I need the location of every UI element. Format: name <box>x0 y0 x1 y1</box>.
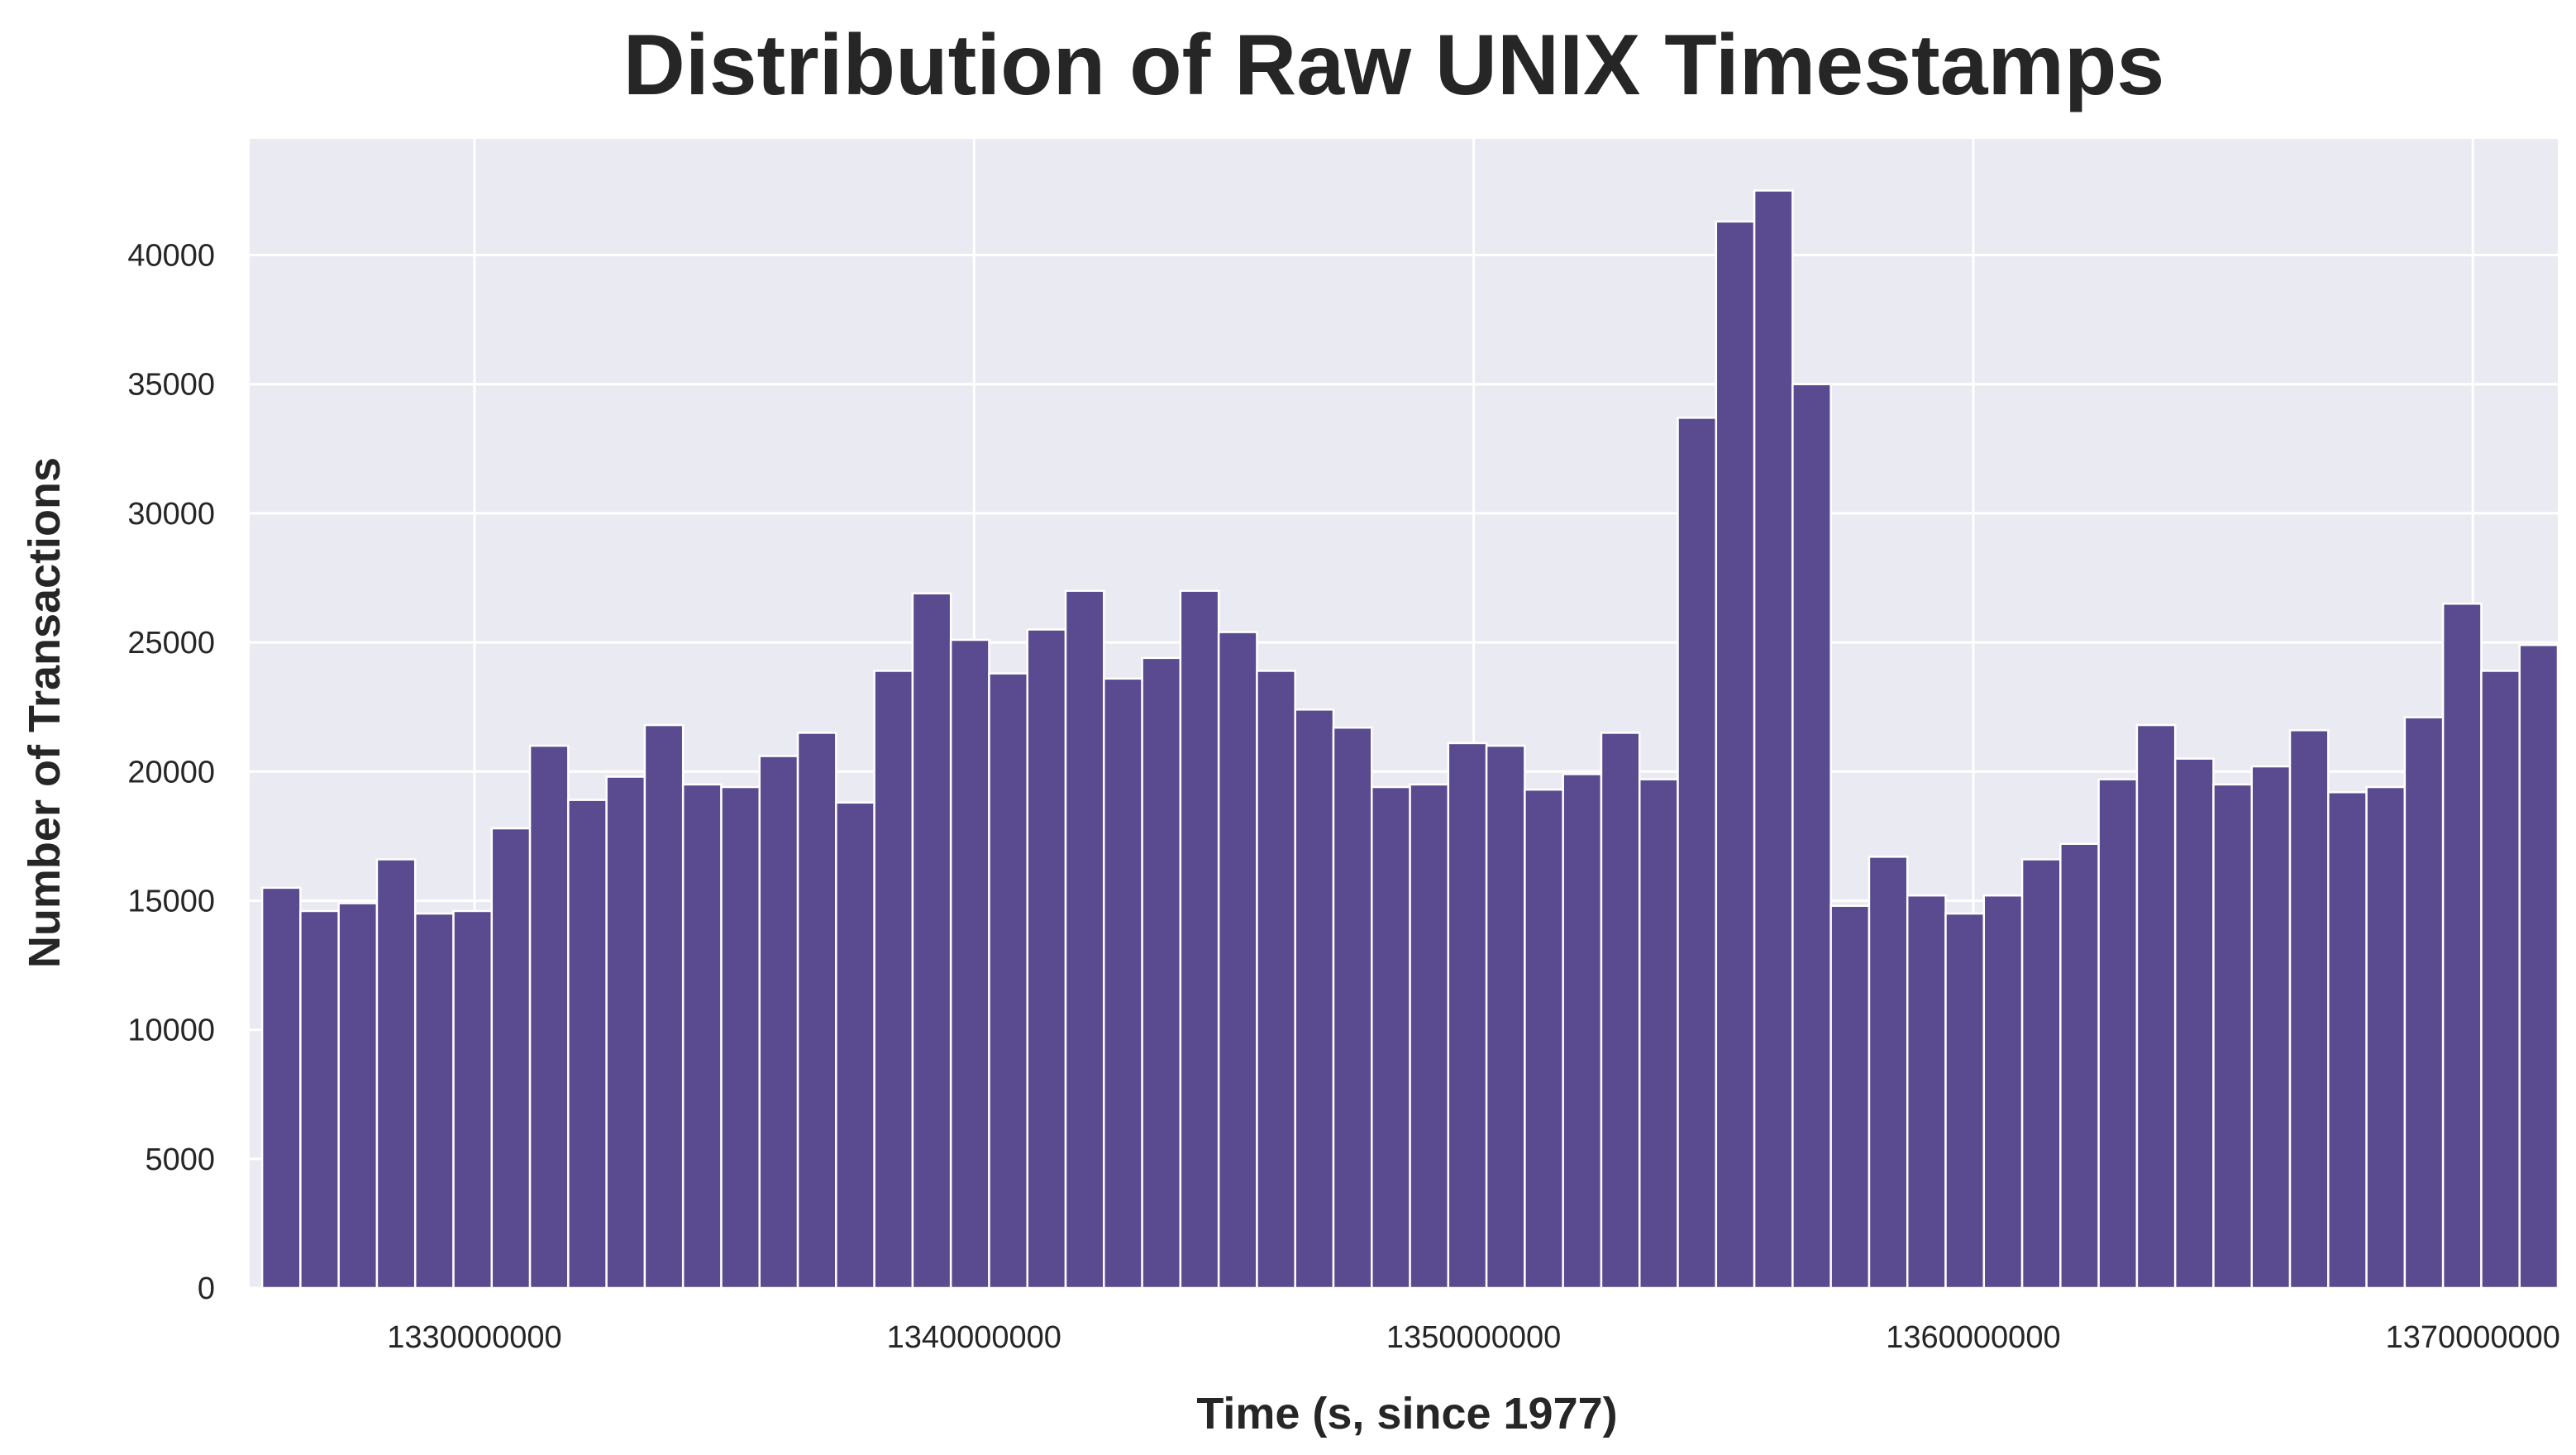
histogram-bar <box>2250 765 2292 1290</box>
x-tick-labels: 1330000000 1340000000 1350000000 1360000000… <box>387 1320 2560 1355</box>
histogram-bar <box>2441 602 2483 1290</box>
x-tick-label: 1330000000 <box>387 1320 561 1355</box>
histogram-bar <box>1562 773 1603 1290</box>
histogram-bar <box>375 858 417 1290</box>
histogram-bar <box>413 912 455 1290</box>
histogram-bar <box>260 886 302 1290</box>
histogram-bar <box>1294 708 1335 1290</box>
y-tick-label: 25000 <box>127 626 215 661</box>
y-tick-label: 5000 <box>145 1143 215 1177</box>
histogram-bar <box>452 909 494 1290</box>
histogram-bar <box>1638 778 1679 1290</box>
histogram-bar <box>2365 785 2407 1290</box>
histogram-bar <box>911 592 952 1290</box>
histogram-bar <box>720 785 761 1290</box>
histogram-bar <box>2173 757 2215 1290</box>
histogram-bar <box>949 638 990 1290</box>
histogram-bar <box>1217 631 1258 1290</box>
histogram-bar <box>1944 912 1986 1290</box>
histogram-bar <box>1371 785 1411 1290</box>
x-tick-label: 1360000000 <box>1886 1320 2060 1355</box>
histogram-bar <box>2288 729 2330 1290</box>
histogram-bar <box>1791 383 1832 1290</box>
histogram-bar <box>1409 783 1450 1290</box>
histogram-bar <box>1982 894 2024 1290</box>
histogram-bar <box>1715 220 1756 1290</box>
histogram-bar <box>1064 589 1105 1290</box>
histogram-bar <box>1906 894 1947 1290</box>
x-tick-label: 1350000000 <box>1386 1320 1561 1355</box>
y-tick-label: 10000 <box>127 1014 215 1048</box>
histogram-bar <box>299 909 340 1290</box>
histogram-bar <box>873 670 914 1290</box>
y-tick-label: 30000 <box>127 497 215 532</box>
histogram-bar <box>681 783 723 1290</box>
y-tick-label: 35000 <box>127 368 215 403</box>
histogram-bar <box>1829 904 1871 1290</box>
histogram-bar <box>2020 858 2062 1290</box>
histogram-bar <box>988 672 1028 1290</box>
histogram-bar <box>337 902 379 1290</box>
y-axis-label: Number of Transactions <box>20 457 69 968</box>
histogram-bar <box>528 744 570 1290</box>
x-axis-label: Time (s, since 1977) <box>1196 1389 1617 1438</box>
x-tick-label: 1340000000 <box>887 1320 1061 1355</box>
histogram-bar <box>1524 788 1564 1290</box>
histogram-bar <box>2480 670 2521 1290</box>
histogram-bar <box>1256 670 1296 1290</box>
bars <box>260 189 2559 1290</box>
histogram-bar <box>1447 742 1488 1290</box>
histogram-bar <box>2403 716 2445 1290</box>
histogram-bar <box>605 775 646 1290</box>
y-tick-label: 20000 <box>127 755 215 790</box>
histogram-bar <box>643 723 685 1290</box>
histogram-bar <box>2097 778 2139 1290</box>
histogram-bar <box>1485 744 1526 1290</box>
histogram-bar <box>2135 723 2177 1290</box>
y-tick-label: 40000 <box>127 239 215 274</box>
histogram-bar <box>1103 677 1143 1290</box>
histogram-bar <box>1332 726 1373 1290</box>
histogram-bar <box>758 755 799 1290</box>
histogram-bar <box>1026 628 1067 1290</box>
histogram-bar <box>1868 856 1909 1290</box>
histogram-bar <box>1600 732 1641 1290</box>
y-tick-label: 15000 <box>127 884 215 918</box>
y-tick-label: 0 <box>198 1271 215 1306</box>
histogram-bar <box>2059 842 2100 1290</box>
chart-title: Distribution of Raw UNIX Timestamps <box>623 17 2165 113</box>
histogram-bar <box>2518 643 2559 1290</box>
histogram-bar <box>835 801 875 1290</box>
y-tick-labels: 0 5000 10000 15000 20000 25000 30000 35000 40000 <box>127 239 215 1306</box>
histogram-bar <box>1179 589 1220 1290</box>
histogram-bar <box>1141 656 1182 1290</box>
histogram-bar <box>1677 417 1718 1290</box>
histogram-bar <box>490 827 532 1290</box>
histogram-bar <box>2327 791 2368 1290</box>
x-tick-label: 1370000000 <box>2386 1320 2560 1355</box>
histogram-bar <box>2212 783 2253 1290</box>
histogram-bar <box>567 799 608 1290</box>
histogram-bar <box>1753 189 1794 1290</box>
histogram-bar <box>796 732 837 1290</box>
